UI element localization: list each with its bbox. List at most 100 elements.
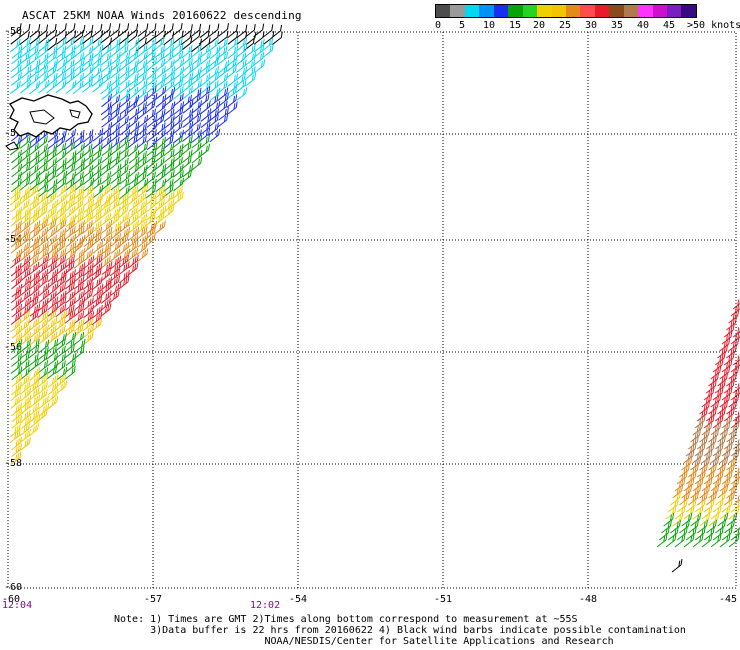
wind-barb — [118, 136, 129, 150]
wind-barb — [708, 372, 719, 387]
wind-barb — [146, 163, 158, 177]
wind-barb — [55, 149, 67, 164]
wind-barb — [37, 178, 49, 192]
wind-barb — [56, 129, 67, 143]
wind-barb — [146, 114, 158, 128]
wind-barb — [128, 59, 139, 73]
wind-barb — [82, 164, 94, 179]
wind-barb — [694, 470, 706, 485]
wind-barb — [172, 93, 184, 107]
wind-barb — [244, 24, 256, 38]
wind-barb — [117, 204, 129, 219]
wind-barb — [91, 157, 102, 171]
wind-barb — [191, 157, 203, 171]
wind-barb — [182, 24, 193, 38]
wind-barb — [155, 220, 166, 234]
wind-barb — [56, 199, 68, 214]
wind-barb — [28, 338, 40, 353]
wind-barb — [154, 143, 166, 158]
wind-barb — [47, 241, 58, 255]
wind-barb — [155, 163, 167, 178]
wind-barb — [19, 318, 30, 333]
wind-barb — [18, 199, 30, 213]
wind-barb — [55, 303, 67, 318]
legend-swatch — [580, 5, 595, 17]
wind-barb — [64, 44, 76, 59]
wind-barb — [110, 163, 122, 178]
wind-barb — [64, 366, 76, 380]
wind-barb — [18, 31, 30, 46]
wind-barb — [173, 101, 185, 115]
wind-barb — [127, 234, 139, 248]
legend-swatch — [551, 5, 566, 17]
wind-barb — [55, 219, 67, 233]
wind-barb — [101, 192, 113, 207]
legend-label-30: 30 — [585, 20, 598, 31]
wind-barb — [719, 421, 731, 436]
wind-barb — [708, 400, 720, 415]
wind-barb — [72, 324, 84, 338]
wind-barb — [721, 414, 733, 429]
wind-barb — [10, 395, 22, 409]
wind-barb — [19, 241, 31, 255]
wind-barb — [173, 170, 184, 184]
wind-barb — [19, 177, 31, 191]
wind-barb — [119, 51, 131, 65]
wind-barb — [200, 108, 212, 122]
wind-barb — [65, 156, 77, 170]
wind-barb — [36, 191, 48, 206]
wind-barb — [28, 423, 40, 437]
wind-barb — [128, 219, 140, 234]
wind-barb — [119, 87, 131, 102]
wind-barb — [715, 435, 726, 450]
wind-barb — [137, 51, 148, 65]
wind-barb — [37, 261, 48, 276]
wind-barb — [127, 185, 139, 199]
wind-barb — [109, 65, 121, 79]
wind-barb — [144, 51, 156, 66]
wind-barb — [137, 23, 149, 37]
wind-barb — [29, 332, 41, 346]
wind-barb — [217, 51, 229, 66]
wind-barb — [180, 31, 192, 46]
wind-barb — [730, 444, 740, 457]
wind-barb — [163, 108, 175, 123]
wind-barb — [72, 80, 84, 95]
wind-barb — [37, 318, 49, 332]
legend-swatch — [609, 5, 624, 17]
wind-barb — [712, 358, 724, 373]
wind-barb — [54, 325, 66, 339]
wind-barb — [262, 24, 274, 38]
legend-swatch — [508, 5, 523, 17]
wind-barb — [208, 66, 220, 80]
wind-barb — [154, 79, 165, 94]
wind-barb — [155, 178, 167, 193]
wind-barb — [29, 226, 41, 241]
wind-barb — [164, 101, 176, 115]
wind-barb — [245, 52, 257, 66]
wind-barb — [109, 198, 120, 212]
wind-barb — [11, 339, 23, 353]
wind-barb — [135, 192, 147, 207]
wind-barb — [218, 23, 229, 37]
wind-barb — [671, 558, 683, 573]
wind-barb — [712, 470, 724, 485]
wind-barb — [181, 52, 193, 66]
wind-barb — [697, 491, 708, 506]
wind-barb — [38, 254, 50, 268]
wind-barb — [182, 163, 194, 178]
wind-barb — [127, 240, 139, 254]
wind-barb — [719, 393, 731, 408]
wind-barb — [191, 134, 203, 149]
wind-barb — [208, 72, 220, 86]
wind-barb — [29, 414, 41, 429]
wind-barb — [37, 65, 49, 79]
wind-barb — [10, 387, 22, 402]
wind-barb — [46, 51, 58, 65]
wind-barb — [19, 227, 30, 241]
wind-barb — [54, 338, 66, 352]
wind-barb — [190, 122, 201, 136]
wind-barb — [119, 101, 131, 115]
wind-barb — [109, 275, 121, 289]
wind-barb — [28, 402, 40, 417]
